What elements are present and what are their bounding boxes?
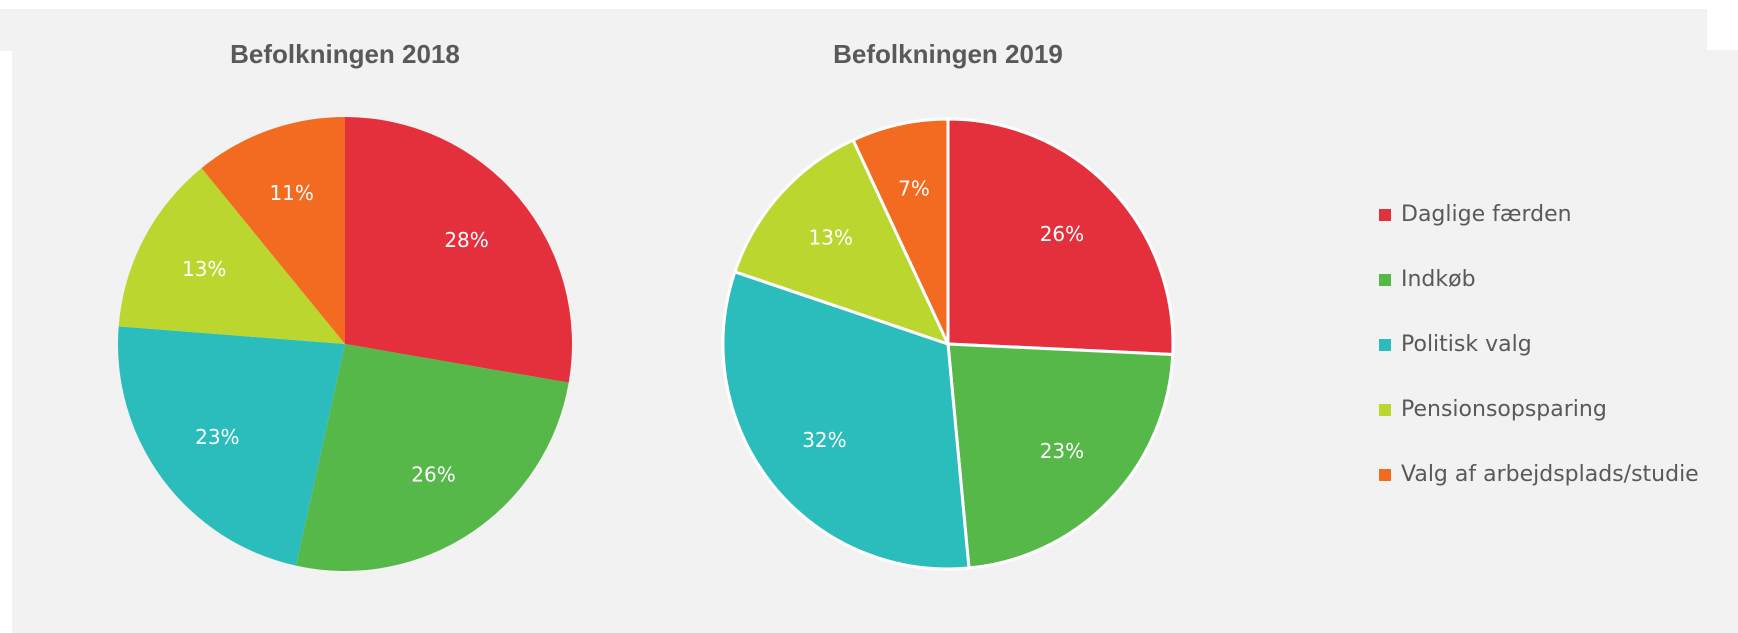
slice xyxy=(117,326,345,566)
legend-label: Indkøb xyxy=(1401,267,1476,292)
slice xyxy=(946,117,1175,356)
data-label: 23% xyxy=(1040,439,1084,463)
legend-swatch xyxy=(1379,404,1391,416)
data-label: 23% xyxy=(195,425,239,449)
slice xyxy=(295,344,569,571)
data-label: 11% xyxy=(269,181,313,205)
data-label: 7% xyxy=(898,177,930,201)
data-label: 32% xyxy=(802,428,846,452)
panel-top xyxy=(0,9,1707,51)
data-label: 28% xyxy=(444,228,488,252)
slice xyxy=(201,117,345,344)
slice xyxy=(721,270,971,571)
data-label: 26% xyxy=(1040,222,1084,246)
chart-title: Befolkningen 2018 xyxy=(230,39,460,69)
data-label: 26% xyxy=(411,462,455,486)
legend-label: Pensionsopsparing xyxy=(1401,397,1607,422)
slice xyxy=(946,342,1175,570)
data-label: 13% xyxy=(182,257,226,281)
slice xyxy=(118,168,346,344)
data-label: 13% xyxy=(809,225,853,249)
slice xyxy=(733,138,950,346)
legend-swatch xyxy=(1379,209,1391,221)
legend-label: Daglige færden xyxy=(1401,202,1572,227)
slice xyxy=(345,117,572,383)
chart-title: Befolkningen 2019 xyxy=(833,39,1063,69)
legend-label: Politisk valg xyxy=(1401,332,1532,357)
legend-swatch xyxy=(1379,469,1391,481)
legend-swatch xyxy=(1379,274,1391,286)
slice xyxy=(851,117,950,346)
legend-swatch xyxy=(1379,339,1391,351)
legend-label: Valg af arbejdsplads/studie xyxy=(1401,462,1699,487)
